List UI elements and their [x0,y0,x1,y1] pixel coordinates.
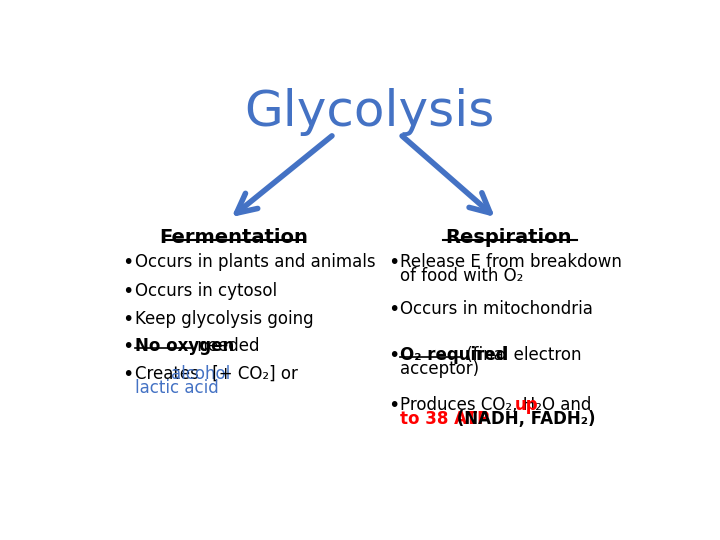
Text: Fermentation: Fermentation [159,228,308,247]
Text: •: • [122,309,134,329]
Text: lactic acid: lactic acid [135,379,219,397]
Text: alcohol: alcohol [171,365,230,383]
Text: Produces CO₂, H₂O and: Produces CO₂, H₂O and [400,396,597,414]
Text: •: • [388,396,400,415]
Text: Occurs in plants and animals: Occurs in plants and animals [135,253,376,272]
Text: Keep glycolysis going: Keep glycolysis going [135,309,314,328]
Text: needed: needed [192,338,260,355]
Text: •: • [122,253,134,273]
Text: of food with O₂: of food with O₂ [400,267,523,285]
Text: •: • [388,346,400,365]
Text: (NADH, FADH₂): (NADH, FADH₂) [451,410,595,428]
Text: [+ CO₂] or: [+ CO₂] or [207,365,298,383]
Text: up: up [515,396,539,414]
Text: Respiration: Respiration [445,228,572,247]
Text: Occurs in mitochondria: Occurs in mitochondria [400,300,593,318]
Text: •: • [388,253,400,273]
Text: •: • [388,300,400,319]
Text: Release E from breakdown: Release E from breakdown [400,253,622,272]
Text: •: • [122,338,134,356]
Text: Creates: Creates [135,365,204,383]
Text: acceptor): acceptor) [400,360,479,377]
Text: Occurs in cytosol: Occurs in cytosol [135,282,277,300]
Text: (final electron: (final electron [462,346,582,364]
Text: O₂ required: O₂ required [400,346,508,364]
Text: No oxygen: No oxygen [135,338,234,355]
Text: •: • [122,282,134,301]
Text: •: • [122,365,134,384]
Text: to 38 ATP: to 38 ATP [400,410,490,428]
Text: Glycolysis: Glycolysis [244,88,494,136]
